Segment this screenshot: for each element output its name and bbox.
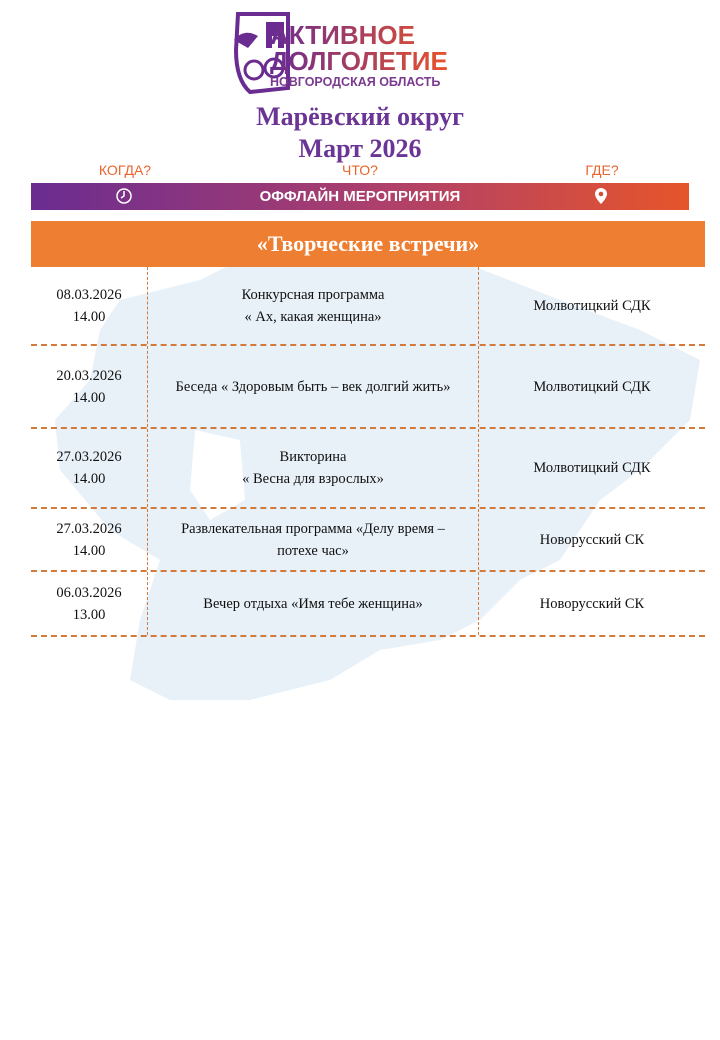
event-when: 27.03.2026 14.00 (31, 509, 147, 570)
event-time: 13.00 (72, 606, 106, 623)
what-label: ЧТО? (342, 162, 378, 178)
event-date: 20.03.2026 (56, 367, 122, 384)
where-label: ГДЕ? (585, 162, 619, 178)
event-place: Молвотицкий СДК (533, 297, 651, 314)
event-title-line2: потехе час» (277, 542, 349, 559)
event-place: Молвотицкий СДК (533, 378, 651, 395)
month-title: Март 2026 (298, 134, 422, 163)
event-what: Вечер отдыха «Имя тебе женщина» (147, 572, 479, 635)
event-when: 27.03.2026 14.00 (31, 429, 147, 507)
event-row: 06.03.2026 13.00 Вечер отдыха «Имя тебе ж… (31, 572, 705, 637)
offline-events-banner: ОФФЛАЙН МЕРОПРИЯТИЯ (31, 183, 689, 210)
event-time: 14.00 (72, 542, 106, 559)
event-place: Новорусский СК (539, 531, 645, 548)
event-title-line2: « Весна для взрослых» (242, 471, 384, 487)
event-place: Новорусский СК (539, 595, 645, 612)
event-date: 27.03.2026 (56, 449, 122, 465)
event-time: 14.00 (72, 389, 106, 406)
logo-line-1: АКТИВНОЕ (270, 22, 448, 48)
event-what: Викторина « Весна для взрослых» (147, 429, 479, 507)
event-row: 27.03.2026 14.00 Викторина « Весна для взр… (31, 429, 705, 509)
logo-text: АКТИВНОЕ ДОЛГОЛЕТИЕ НОВГОРОДСКАЯ ОБЛАСТЬ (270, 22, 448, 89)
location-pin-icon (595, 188, 607, 204)
district-title: Марёвский округ (256, 102, 464, 131)
banner-text: ОФФЛАЙН МЕРОПРИЯТИЯ (259, 188, 461, 205)
event-time: 14.00 (72, 308, 106, 325)
event-title: Беседа « Здоровым быть – век долгий жить… (175, 378, 451, 395)
logo-line-2: ДОЛГОЛЕТИЕ (270, 46, 448, 76)
event-when: 06.03.2026 13.00 (31, 572, 147, 635)
event-time: 14.00 (72, 471, 106, 487)
event-title: Викторина (279, 449, 347, 465)
event-title: Конкурсная программа (241, 286, 385, 303)
event-row: 27.03.2026 14.00 Развлекательная программ… (31, 509, 705, 572)
event-what: Развлекательная программа «Делу время – п… (147, 509, 479, 570)
event-what: Беседа « Здоровым быть – век долгий жить… (147, 346, 479, 427)
event-date: 06.03.2026 (56, 584, 122, 601)
event-row: 20.03.2026 14.00 Беседа « Здоровым быть –… (31, 346, 705, 429)
event-what: Конкурсная программа « Ах, какая женщина» (147, 267, 479, 344)
when-label: КОГДА? (98, 162, 152, 178)
event-place: Молвотицкий СДК (533, 460, 651, 476)
event-date: 08.03.2026 (56, 286, 122, 303)
event-row: 08.03.2026 14.00 Конкурсная программа « Ах… (31, 267, 705, 346)
event-date: 27.03.2026 (56, 520, 122, 537)
event-title: Вечер отдыха «Имя тебе женщина» (203, 595, 423, 612)
active-longevity-logo (233, 12, 290, 95)
event-when: 08.03.2026 14.00 (31, 267, 147, 344)
event-when: 20.03.2026 14.00 (31, 346, 147, 427)
event-title: Развлекательная программа «Делу время – (181, 520, 445, 537)
clock-icon (116, 188, 132, 204)
logo-line-3: НОВГОРОДСКАЯ ОБЛАСТЬ (270, 75, 441, 89)
event-title-line2: « Ах, какая женщина» (244, 308, 382, 325)
section-title: «Творческие встречи» (31, 221, 705, 267)
